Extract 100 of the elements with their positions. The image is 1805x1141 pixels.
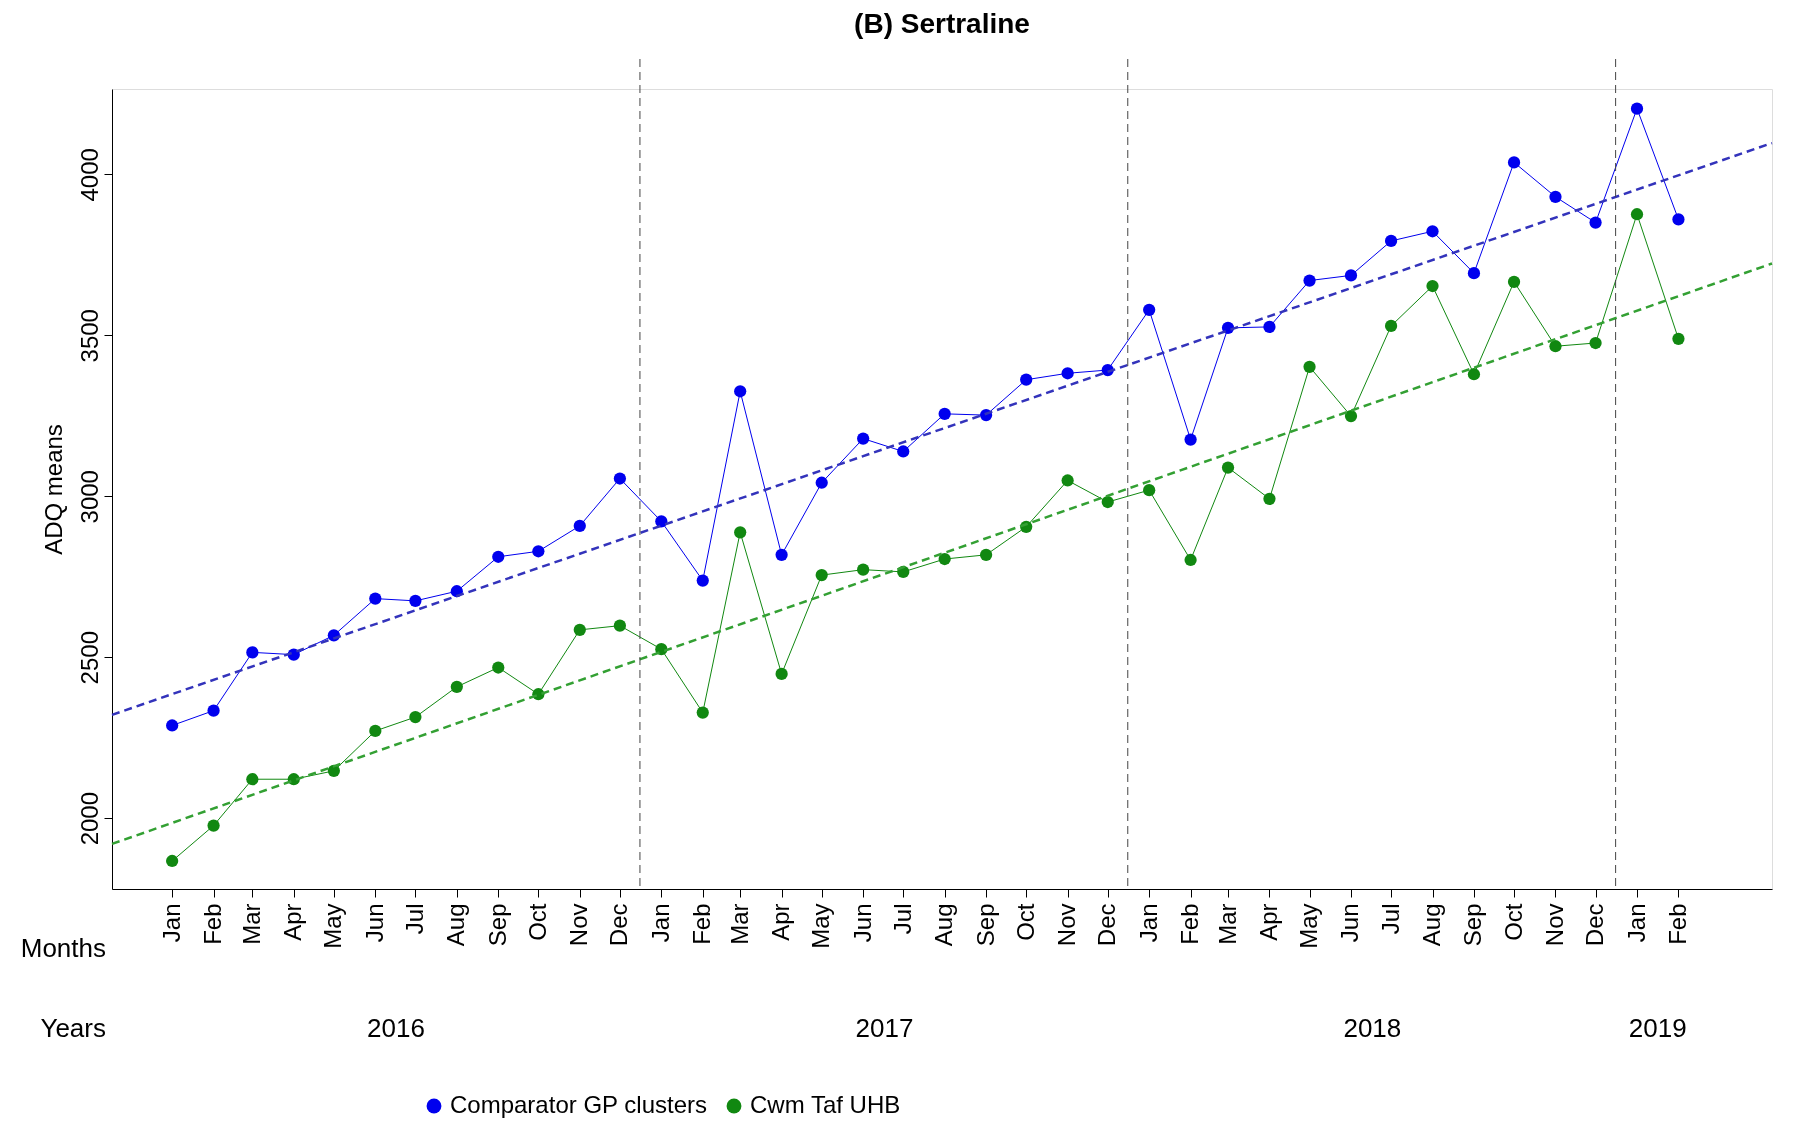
point (1384, 234, 1398, 248)
point (1344, 409, 1358, 423)
x-tick-label: Mar (237, 903, 265, 945)
point (897, 445, 910, 458)
point (1303, 360, 1316, 373)
point (1143, 303, 1156, 316)
x-tick-label: Jan (646, 903, 674, 943)
point (532, 545, 545, 558)
point (1061, 367, 1074, 380)
point (1507, 156, 1521, 169)
x-tick-label: Jan (1622, 903, 1650, 943)
y-tick-label: 3500 (75, 309, 103, 363)
x-tick-label: Dec (1581, 903, 1609, 947)
point (166, 719, 179, 732)
point (573, 623, 586, 636)
x-tick-label: Sep (971, 903, 999, 947)
text: 2016 (367, 1013, 425, 1043)
legend-label: Comparator GP clusters (450, 1091, 707, 1118)
x-tick-label: Feb (1176, 903, 1204, 945)
point (573, 519, 586, 532)
x-tick-label: Mar (725, 903, 753, 945)
x-tick-label: Jan (157, 903, 185, 943)
point (1672, 332, 1685, 345)
point (734, 385, 747, 398)
point (166, 854, 179, 868)
x-tick-label: Dec (605, 903, 633, 947)
x-tick-label: Jun (848, 903, 876, 943)
text: 2019 (1628, 1013, 1687, 1043)
point (613, 619, 627, 632)
y-tick-label: 2500 (75, 631, 103, 685)
x-tick-label: Sep (483, 903, 511, 947)
chart-title: (B) Sertraline (854, 7, 1030, 39)
point (1061, 474, 1074, 487)
point (492, 550, 505, 563)
point (1507, 275, 1521, 288)
text: 2018 (1343, 1013, 1402, 1043)
point (857, 432, 870, 445)
x-tick-label: May (1295, 903, 1323, 949)
point (1589, 336, 1602, 350)
point (775, 667, 788, 681)
point (775, 548, 788, 561)
point (246, 646, 259, 659)
point (1384, 319, 1398, 333)
point (1184, 553, 1197, 567)
point (450, 680, 463, 693)
point (1101, 495, 1114, 509)
x-tick-label: Feb (688, 903, 716, 945)
x-tick-label: Oct (1499, 903, 1527, 941)
point (207, 819, 220, 832)
point (207, 704, 220, 717)
x-tick-label: Jan (1134, 903, 1162, 943)
x-tick-label: Jul (888, 903, 916, 935)
x-tick-label: May (807, 903, 835, 949)
point (1630, 102, 1644, 115)
point (1426, 225, 1439, 238)
point (1549, 190, 1562, 203)
point (409, 594, 422, 607)
legend-label: Cwm Taf UHB (750, 1091, 901, 1118)
point (369, 724, 382, 738)
point (734, 526, 747, 539)
point (492, 661, 505, 674)
x-tick-label: Feb (1663, 903, 1691, 945)
x-tick-label: Feb (199, 903, 227, 945)
point (1344, 269, 1358, 282)
x-tick-label: Jun (360, 903, 388, 943)
point (1184, 433, 1197, 446)
x-tick-label: Nov (565, 903, 593, 947)
point (857, 563, 870, 576)
point (246, 773, 259, 786)
y-tick-label: 2000 (75, 791, 103, 846)
point (815, 476, 828, 489)
text: 2017 (855, 1013, 914, 1043)
point (369, 592, 382, 605)
point (1221, 461, 1235, 474)
point (938, 407, 951, 420)
point (1426, 279, 1439, 293)
x-tick-label: Aug (930, 903, 958, 947)
point (1630, 208, 1644, 221)
x-tick-label: Apr (767, 903, 795, 941)
point (815, 569, 828, 582)
point (1263, 492, 1276, 505)
x-tick-label: Nov (1540, 903, 1568, 947)
x-tick-label: Sep (1459, 903, 1487, 947)
x-tick-label: Dec (1093, 903, 1121, 947)
x-tick-label: Aug (442, 903, 470, 947)
point (1672, 213, 1685, 226)
text: Years (40, 1013, 106, 1043)
x-tick-label: May (319, 903, 347, 949)
y-axis-title: ADQ means (39, 424, 67, 555)
point (1020, 373, 1033, 386)
x-tick-label: Nov (1053, 903, 1081, 947)
point (979, 548, 993, 561)
point (1303, 274, 1316, 287)
point (327, 764, 340, 777)
x-axis-title: Months (20, 933, 106, 963)
y-tick-label: 4000 (75, 148, 103, 202)
x-tick-label: Oct (523, 903, 551, 941)
point (1467, 368, 1481, 381)
point (613, 472, 627, 485)
point (938, 552, 951, 566)
